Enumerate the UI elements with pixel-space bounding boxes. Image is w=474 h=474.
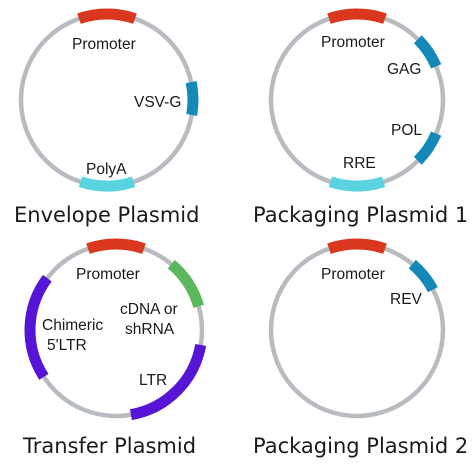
- packaging1-promoter-segment: [327, 8, 387, 24]
- packaging2-plasmid-title: Packaging Plasmid 2: [253, 434, 468, 458]
- packaging2-rev-segment: [408, 259, 438, 293]
- envelope-vsvg-segment: [185, 80, 199, 116]
- transfer-promoter-label: Promoter: [76, 266, 140, 283]
- envelope-promoter-label: Promoter: [72, 36, 136, 53]
- transfer-chimeric-ltr-segment: [24, 274, 52, 380]
- transfer-promoter-segment: [86, 238, 146, 254]
- envelope-promoter-segment: [77, 8, 137, 24]
- envelope-vsvg-label: VSV-G: [134, 94, 181, 111]
- transfer-plasmid-title: Transfer Plasmid: [22, 434, 196, 458]
- packaging1-rre-label: RRE: [343, 155, 376, 172]
- packaging1-promoter-label: Promoter: [321, 34, 385, 51]
- envelope-plasmid-title: Envelope Plasmid: [14, 203, 199, 227]
- packaging-plasmid-2: Promoter REV Packaging Plasmid 2: [253, 238, 468, 458]
- envelope-plasmid: Promoter VSV-G PolyA Envelope Plasmid: [14, 8, 199, 227]
- packaging-plasmid-1: Promoter GAG POL RRE Packaging Plasmid 1: [253, 8, 468, 227]
- envelope-polya-segment: [78, 176, 136, 192]
- packaging1-pol-label: POL: [391, 122, 422, 139]
- transfer-ltr-segment: [129, 343, 207, 421]
- packaging1-gag-label: GAG: [387, 61, 421, 78]
- transfer-chimeric-label: Chimeric: [42, 317, 103, 334]
- packaging1-plasmid-title: Packaging Plasmid 1: [253, 203, 468, 227]
- transfer-cdna-label: cDNA or: [120, 301, 178, 318]
- transfer-plasmid: Promoter cDNA or shRNA LTR Chimeric 5'LT…: [22, 238, 207, 458]
- packaging1-rre-segment: [328, 176, 386, 192]
- packaging1-pol-segment: [413, 131, 442, 165]
- transfer-5ltr-label: 5'LTR: [47, 337, 87, 354]
- envelope-polya-label: PolyA: [86, 161, 127, 178]
- transfer-ltr-label: LTR: [139, 372, 167, 389]
- transfer-cdna-segment: [167, 259, 204, 308]
- packaging1-gag-segment: [413, 35, 442, 69]
- packaging2-rev-label: REV: [390, 291, 423, 308]
- packaging2-promoter-segment: [327, 238, 387, 254]
- packaging2-promoter-label: Promoter: [321, 266, 385, 283]
- transfer-shrna-label: shRNA: [125, 321, 175, 338]
